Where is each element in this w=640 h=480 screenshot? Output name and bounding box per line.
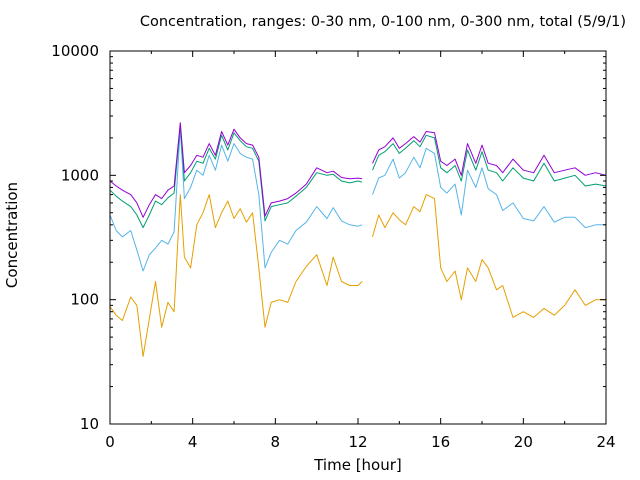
x-tick-label: 12 [348,433,367,451]
series-line-1 [109,194,606,357]
y-tick-label: 1000 [61,166,99,184]
series-line-2 [109,127,606,272]
x-tick-label: 8 [271,433,281,451]
axis-layer: 0 4 8 12 16 20 24 10 100 1000 10000 [51,42,615,451]
y-tick-label: 10000 [51,42,99,60]
series-line-3 [109,125,607,229]
x-tick-label: 16 [431,433,450,451]
x-tick-label: 20 [514,433,533,451]
plot-frame [109,50,607,425]
x-axis-label: Time [hour] [314,456,402,474]
y-tick-label: 10 [80,415,99,433]
y-axis-label: Concentration [3,181,21,289]
x-tick-label: 4 [188,433,198,451]
series-line-4 [109,122,607,218]
y-tick-label: 100 [70,291,99,309]
chart-title: Concentration, ranges: 0-30 nm, 0-100 nm… [139,14,626,30]
series-layer [109,122,607,357]
x-tick-label: 24 [596,433,615,451]
x-tick-label: 0 [105,433,115,451]
